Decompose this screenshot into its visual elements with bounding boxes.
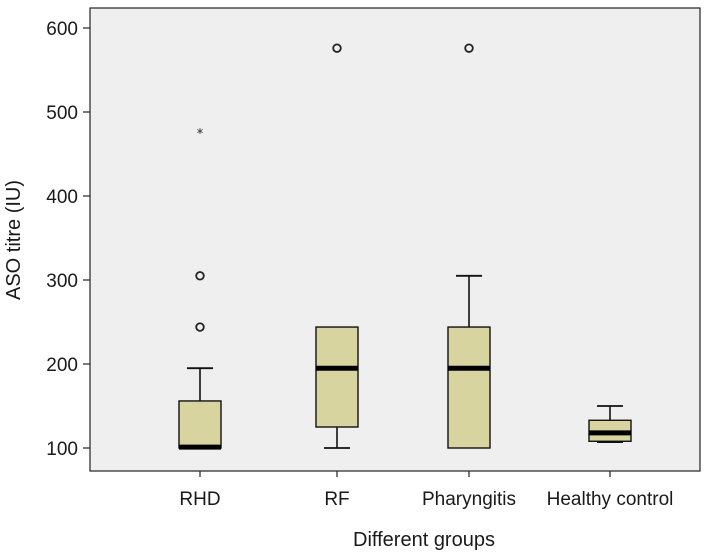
outlier-point — [464, 43, 474, 53]
outlier-point — [195, 322, 205, 332]
y-tick-label: 600 — [46, 19, 78, 40]
iqr-box — [447, 326, 491, 449]
x-axis: RHD RF Pharyngitis Healthy control — [179, 471, 673, 510]
plot-area — [89, 7, 701, 472]
y-tick-label: 200 — [46, 355, 78, 376]
iqr-box — [178, 400, 222, 449]
y-tick-label: 100 — [46, 439, 78, 460]
box-pharyngitis — [447, 43, 491, 449]
box-healthy-control — [588, 405, 632, 444]
box-rhd: * — [178, 127, 222, 450]
outlier-point — [332, 43, 342, 53]
iqr-box — [315, 326, 359, 428]
y-tick-label: 400 — [46, 187, 78, 208]
x-axis-title: Different groups — [353, 529, 495, 551]
extreme-point: * — [197, 127, 204, 142]
x-tick-label: RHD — [179, 489, 220, 510]
x-tick-label: Pharyngitis — [422, 489, 516, 510]
box-rf — [315, 43, 359, 449]
outlier-point — [195, 271, 205, 281]
x-tick-label: Healthy control — [547, 489, 674, 510]
box-series: * — [178, 43, 632, 450]
y-axis-title: ASO titre (IU) — [3, 180, 25, 300]
y-tick-label: 500 — [46, 103, 78, 124]
y-tick-label: 300 — [46, 271, 78, 292]
y-axis: 100 200 300 400 500 600 — [46, 19, 90, 460]
x-tick-label: RF — [324, 489, 349, 510]
